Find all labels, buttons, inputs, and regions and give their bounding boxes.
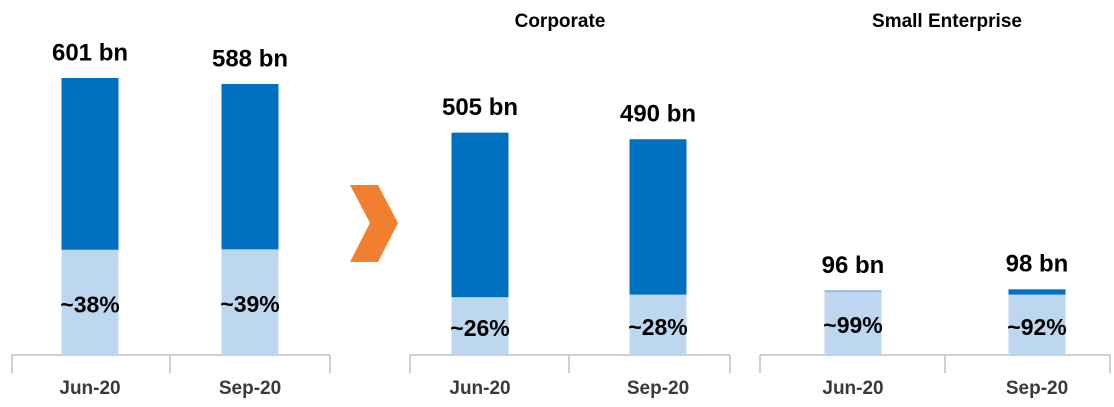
share-label: ~38% <box>60 291 119 317</box>
bar-share <box>629 294 687 355</box>
share-label: ~92% <box>1007 314 1066 340</box>
x-tick-label: Jun-20 <box>449 378 510 399</box>
arrow-chevron <box>350 185 398 262</box>
x-tick-label: Jun-20 <box>822 378 883 399</box>
share-label: ~28% <box>628 314 687 340</box>
value-label: 505 bn <box>442 94 518 121</box>
value-label: 96 bn <box>822 252 885 279</box>
bar-share <box>221 249 279 355</box>
bar-share <box>451 297 509 355</box>
x-tick-label: Sep-20 <box>1006 378 1068 399</box>
value-label: 98 bn <box>1006 251 1069 278</box>
share-label: ~26% <box>450 315 509 341</box>
bar-share <box>824 291 882 355</box>
value-label: 588 bn <box>212 45 288 72</box>
value-label: 601 bn <box>52 39 128 66</box>
value-label: 490 bn <box>620 101 696 128</box>
share-label: ~99% <box>823 312 882 338</box>
panel-title: Corporate <box>515 11 606 32</box>
panel-title: Small Enterprise <box>872 11 1022 32</box>
x-tick-label: Sep-20 <box>219 378 281 399</box>
bar-share <box>1008 294 1066 355</box>
x-tick-label: Jun-20 <box>59 378 120 399</box>
x-tick-label: Sep-20 <box>627 378 689 399</box>
share-label: ~39% <box>220 291 279 317</box>
bar-share <box>61 249 119 355</box>
